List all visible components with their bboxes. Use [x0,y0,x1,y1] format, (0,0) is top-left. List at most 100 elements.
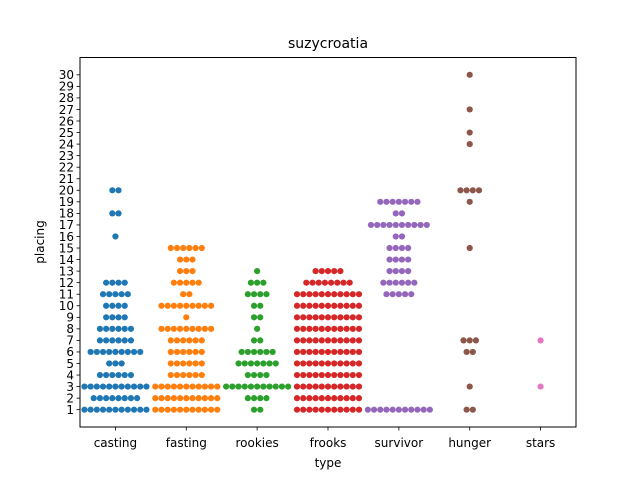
point-frooks-11-1 [293,291,301,298]
y-tick-label-14: 14 [59,253,74,267]
y-tick-label-20: 20 [59,184,74,198]
point-casting-11-5 [124,291,131,298]
point-fasting-14-3 [189,256,196,263]
point-frooks-9-5 [318,314,325,321]
point-rookies-3-1 [223,383,230,390]
point-frooks-6-11 [355,348,363,356]
point-frooks-2-3 [306,395,313,402]
point-frooks-4-10 [349,371,356,379]
point-frooks-3-6 [324,383,332,390]
point-fasting-15-4 [186,244,193,252]
point-frooks-7-10 [349,337,356,344]
point-survivor-15-2 [392,244,399,252]
x-tick-label-stars: stars [526,436,556,450]
point-casting-8-3 [109,325,116,332]
point-fasting-3-2 [158,383,165,390]
x-tick-label-frooks: frooks [310,436,347,450]
point-frooks-3-1 [293,383,301,390]
point-frooks-3-2 [300,383,307,390]
point-survivor-11-4 [401,291,409,298]
point-frooks-2-2 [300,395,307,402]
point-frooks-8-6 [324,325,332,332]
point-frooks-8-7 [331,325,338,332]
point-survivor-1-10 [420,406,427,413]
point-frooks-6-2 [300,348,307,356]
point-hunger-1-2 [469,406,476,413]
point-casting-18-2 [115,210,122,217]
point-frooks-13-4 [331,268,338,275]
point-frooks-1-4 [312,406,319,413]
point-rookies-4-2 [250,371,258,379]
point-frooks-7-5 [318,337,325,344]
point-rookies-11-1 [244,291,251,298]
point-fasting-5-3 [180,360,187,367]
point-rookies-6-1 [238,348,245,356]
y-tick-label-19: 19 [59,195,74,209]
point-frooks-7-1 [293,337,301,344]
point-fasting-8-6 [189,325,196,332]
point-hunger-25-1 [466,129,473,136]
point-fasting-11-1 [180,291,187,298]
point-frooks-11-4 [312,291,319,298]
point-survivor-19-1 [377,198,384,205]
point-casting-7-6 [127,337,135,344]
point-fasting-5-5 [192,360,199,367]
point-rookies-5-1 [235,360,242,367]
point-rookies-3-10 [278,383,286,390]
point-frooks-1-11 [355,406,363,413]
point-frooks-1-7 [331,406,338,413]
point-survivor-1-4 [383,406,390,413]
point-fasting-5-4 [186,360,193,367]
point-fasting-4-5 [192,371,199,379]
point-fasting-1-7 [189,406,196,413]
point-fasting-2-2 [158,395,165,402]
point-casting-6-2 [93,348,100,356]
point-frooks-11-5 [318,291,325,298]
point-fasting-15-2 [173,244,181,252]
point-fasting-1-9 [201,406,208,413]
point-fasting-14-1 [176,256,184,263]
point-fasting-2-6 [183,395,190,402]
point-frooks-11-6 [324,291,332,298]
point-frooks-12-6 [334,279,341,286]
point-fasting-2-3 [164,395,171,402]
point-casting-12-1 [103,279,110,286]
point-frooks-2-8 [337,395,344,402]
point-frooks-9-11 [355,314,363,321]
point-rookies-7-2 [257,337,264,344]
point-casting-3-1 [81,383,88,390]
point-frooks-7-8 [337,337,344,344]
point-hunger-7-1 [460,337,467,344]
point-fasting-8-4 [176,325,184,332]
point-casting-3-9 [130,383,138,390]
point-frooks-9-6 [324,314,332,321]
point-frooks-11-11 [355,291,363,298]
point-rookies-6-6 [269,348,276,356]
point-frooks-11-10 [349,291,356,298]
point-fasting-2-5 [176,395,184,402]
point-fasting-10-3 [170,302,177,309]
point-survivor-17-6 [398,221,406,229]
point-casting-6-4 [106,348,113,356]
point-fasting-6-4 [186,348,193,356]
point-frooks-11-9 [343,291,350,298]
point-hunger-24-1 [466,141,473,148]
point-frooks-8-4 [312,325,319,332]
point-rookies-13-1 [254,268,261,275]
point-fasting-1-2 [158,406,165,413]
point-fasting-3-9 [201,383,208,390]
point-frooks-2-11 [355,395,363,402]
point-frooks-9-7 [331,314,338,321]
point-casting-3-10 [137,383,144,390]
plot-frame [79,57,577,428]
point-fasting-4-2 [173,371,181,379]
point-fasting-7-2 [173,337,181,344]
point-rookies-12-3 [260,279,267,286]
point-frooks-6-8 [337,348,344,356]
point-frooks-9-10 [349,314,356,321]
point-casting-6-5 [112,348,119,356]
point-survivor-18-2 [398,210,406,217]
point-frooks-3-4 [312,383,319,390]
point-fasting-2-9 [201,395,208,402]
point-fasting-8-9 [207,325,215,332]
